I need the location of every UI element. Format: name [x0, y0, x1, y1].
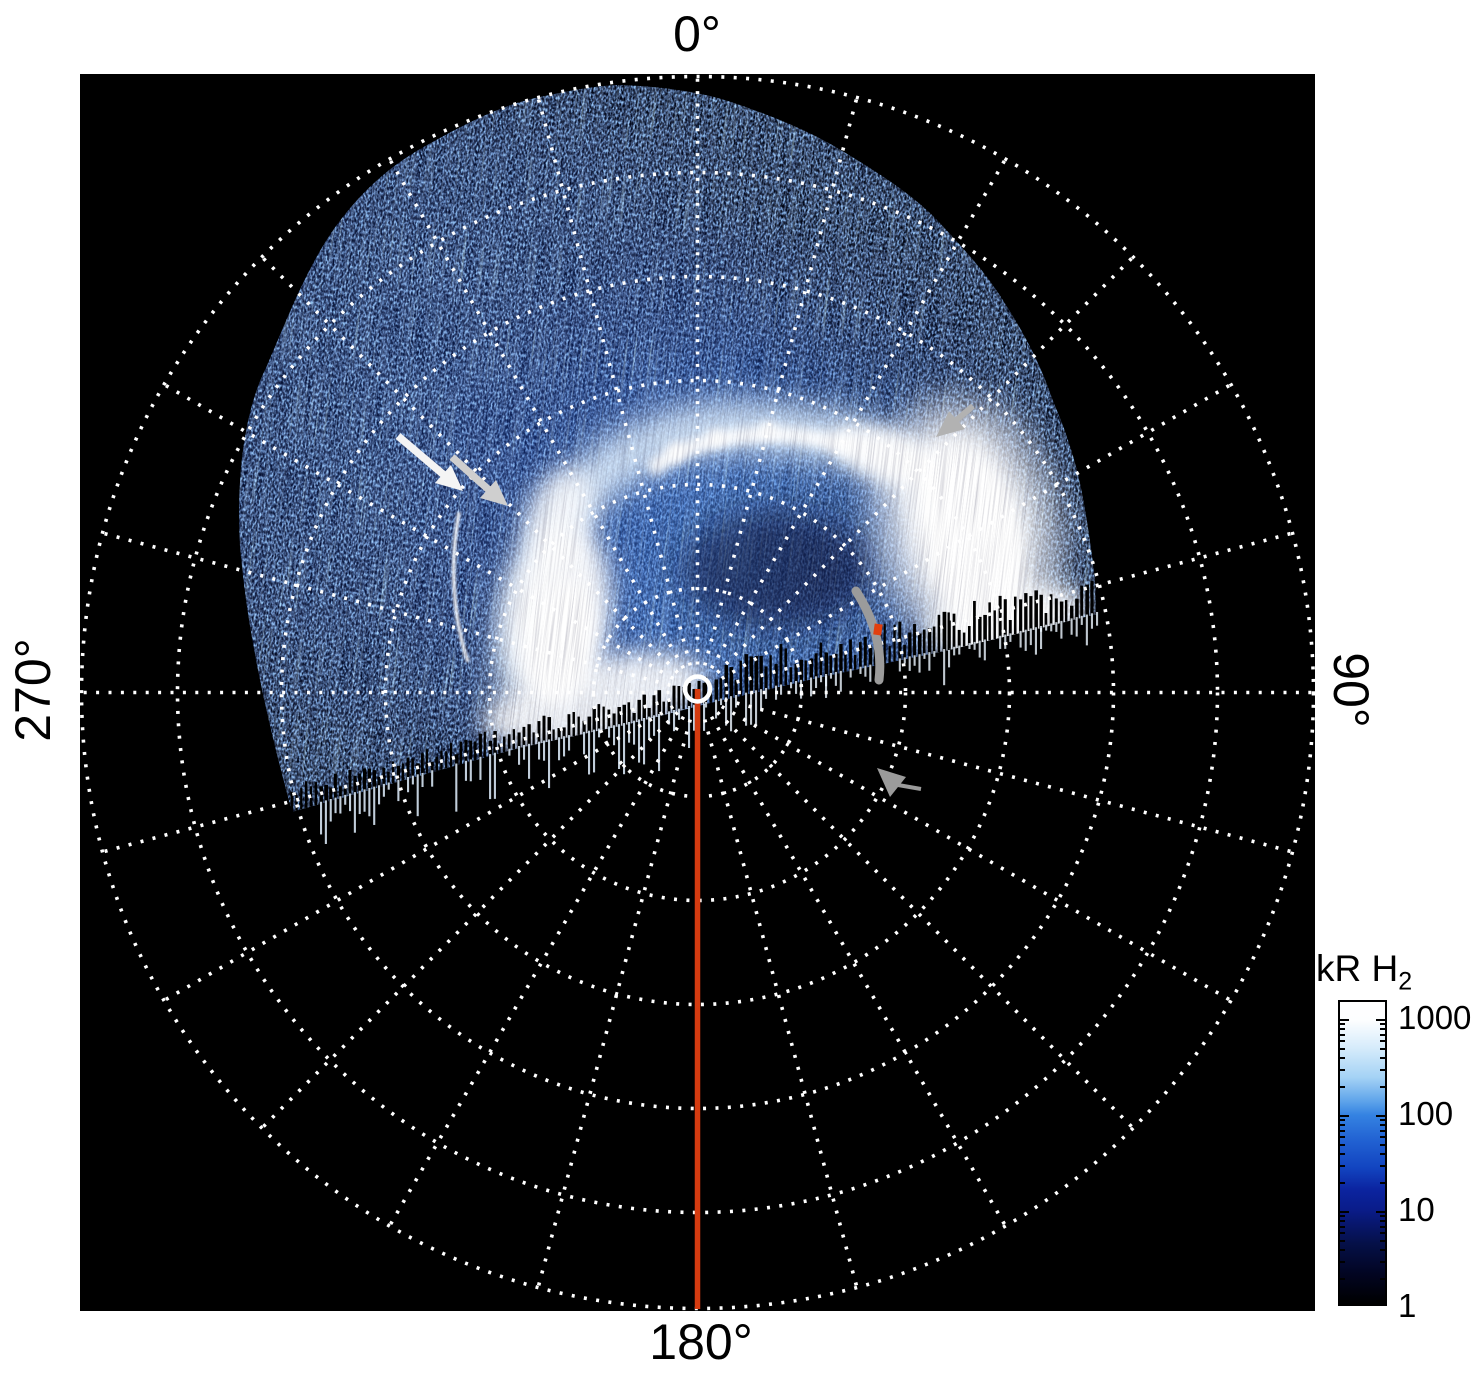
colorbar-tick	[1340, 1086, 1345, 1089]
colorbar-tick	[1340, 1033, 1345, 1036]
colorbar-tick	[1340, 1069, 1345, 1072]
red-mark	[873, 623, 883, 636]
colorbar-tick	[1340, 1143, 1345, 1146]
colorbar-tick	[1380, 1028, 1385, 1031]
colorbar-tick	[1340, 1278, 1345, 1281]
colorbar-tick	[1340, 1225, 1345, 1228]
colorbar-tick-label-10: 10	[1398, 1191, 1435, 1228]
colorbar-tick	[1380, 1215, 1385, 1218]
light-gray-arrow-annotation	[449, 454, 508, 506]
gray-curve-annotation	[851, 586, 885, 685]
colorbar-tick	[1340, 1115, 1349, 1117]
colorbar-tick	[1340, 1047, 1345, 1050]
colorbar-tick	[1380, 1225, 1385, 1228]
colorbar-tick	[1380, 1220, 1385, 1223]
angle-label-270: 270°	[5, 638, 61, 742]
colorbar-tick-label-100: 100	[1398, 1095, 1454, 1132]
colorbar-tick	[1380, 1136, 1385, 1139]
colorbar	[1338, 1000, 1387, 1306]
colorbar-tick	[1380, 1153, 1385, 1156]
colorbar-tick	[1380, 1119, 1385, 1122]
colorbar-tick	[1380, 1040, 1385, 1043]
colorbar-tick	[1340, 1023, 1345, 1026]
colorbar-tick	[1340, 1215, 1345, 1218]
colorbar-tick	[1380, 1165, 1385, 1168]
colorbar-tick	[1340, 1261, 1345, 1264]
colorbar-title-text: kR H	[1316, 948, 1399, 989]
colorbar-tick	[1340, 1165, 1345, 1168]
colorbar-tick	[1380, 1047, 1385, 1050]
colorbar-tick	[1380, 1249, 1385, 1252]
colorbar-tick-label-1000: 1000	[1398, 999, 1472, 1036]
colorbar-tick	[1380, 1069, 1385, 1072]
white-arrow-annotation	[395, 433, 463, 491]
colorbar-tick	[1340, 1220, 1345, 1223]
angle-label-180: 180°	[649, 1314, 753, 1370]
colorbar-tick	[1380, 1057, 1385, 1060]
colorbar-tick	[1376, 1300, 1385, 1302]
colorbar-tick	[1380, 1033, 1385, 1036]
colorbar-tick	[1376, 1019, 1385, 1021]
colorbar-tick	[1380, 1182, 1385, 1185]
colorbar-tick	[1340, 1249, 1345, 1252]
colorbar-tick	[1380, 1261, 1385, 1264]
colorbar-tick	[1340, 1239, 1345, 1242]
colorbar-tick	[1340, 1153, 1345, 1156]
colorbar-tick	[1340, 1028, 1345, 1031]
colorbar-tick	[1380, 1086, 1385, 1089]
colorbar-title-subscript: 2	[1398, 967, 1413, 996]
colorbar-tick	[1380, 1023, 1385, 1026]
colorbar-tick	[1340, 1129, 1345, 1132]
colorbar-tick	[1380, 1143, 1385, 1146]
gray-arrow-lower-right-annotation	[877, 768, 922, 797]
colorbar-tick	[1376, 1211, 1385, 1213]
colorbar-tick	[1340, 1300, 1349, 1302]
gray-arrow-top-right-annotation	[936, 403, 975, 437]
colorbar-tick	[1380, 1232, 1385, 1235]
colorbar-tick	[1376, 1115, 1385, 1117]
colorbar-tick	[1340, 1040, 1345, 1043]
colorbar-tick	[1340, 1057, 1345, 1060]
colorbar-tick	[1380, 1239, 1385, 1242]
colorbar-tick	[1340, 1136, 1345, 1139]
angle-label-90: 90°	[1323, 652, 1379, 728]
colorbar-tick	[1380, 1129, 1385, 1132]
colorbar-tick	[1340, 1119, 1345, 1122]
colorbar-title: kR H2	[1316, 948, 1412, 996]
pole-marker	[682, 674, 713, 704]
colorbar-tick	[1380, 1124, 1385, 1127]
colorbar-tick	[1340, 1182, 1345, 1185]
colorbar-tick-label-1: 1	[1398, 1287, 1417, 1324]
colorbar-tick	[1340, 1124, 1345, 1127]
colorbar-tick	[1380, 1278, 1385, 1281]
angle-label-0: 0°	[673, 6, 721, 62]
colorbar-tick	[1340, 1232, 1345, 1235]
colorbar-tick	[1340, 1211, 1349, 1213]
colorbar-tick	[1340, 1019, 1349, 1021]
